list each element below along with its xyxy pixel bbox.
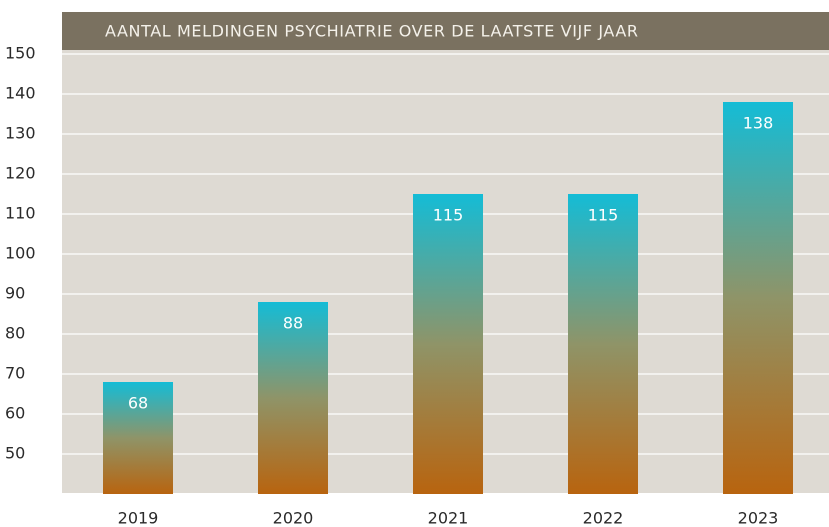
chart-title: AANTAL MELDINGEN PSYCHIATRIE OVER DE LAA… (105, 22, 639, 41)
bar (413, 194, 483, 494)
x-tick-label: 2023 (738, 509, 779, 527)
y-tick-label: 130 (5, 124, 36, 143)
y-tick-label: 80 (5, 324, 25, 343)
value-label: 138 (743, 114, 774, 133)
x-tick-label: 2019 (118, 509, 159, 527)
y-tick-label: 60 (5, 404, 25, 423)
y-tick-label: 70 (5, 364, 25, 383)
value-label: 115 (588, 206, 619, 225)
bar (258, 302, 328, 494)
value-label: 68 (128, 394, 148, 413)
y-tick-label: 50 (5, 444, 25, 463)
y-tick-label: 140 (5, 84, 36, 103)
y-tick-label: 120 (5, 164, 36, 183)
y-tick-label: 100 (5, 244, 36, 263)
x-tick-label: 2020 (273, 509, 314, 527)
bar (568, 194, 638, 494)
bar (723, 102, 793, 494)
y-tick-label: 110 (5, 204, 36, 223)
y-tick-label: 90 (5, 284, 25, 303)
bar (103, 382, 173, 494)
value-label: 115 (433, 206, 464, 225)
x-tick-label: 2022 (583, 509, 624, 527)
y-tick-label: 150 (5, 44, 36, 63)
x-tick-label: 2021 (428, 509, 469, 527)
value-label: 88 (283, 314, 303, 333)
title-banner (62, 12, 829, 50)
